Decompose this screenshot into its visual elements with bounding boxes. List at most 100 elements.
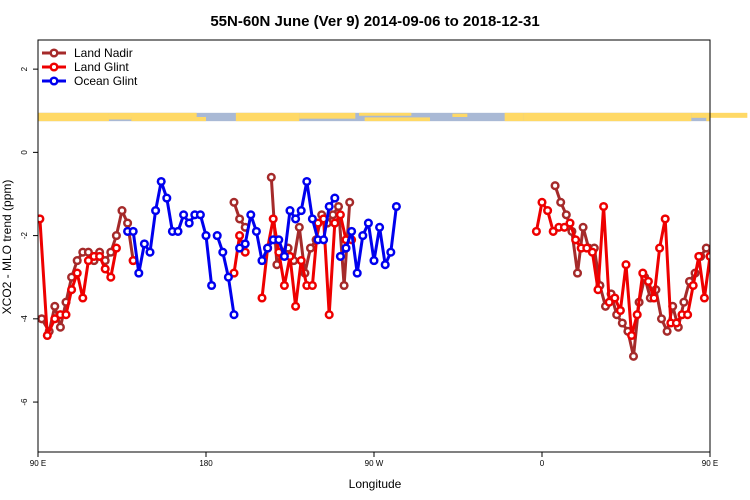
data-point [543,206,553,216]
data-point [83,256,93,266]
data-point [561,210,571,220]
data-point [718,274,725,281]
data-point [628,351,639,361]
series-layer [38,172,742,361]
data-point [78,293,88,303]
data-point [179,210,189,220]
data-point [72,256,82,266]
data-point [729,216,736,223]
data-point [266,172,276,182]
data-point [720,237,727,244]
data-point [341,243,351,253]
x-tick-label: 90 E [702,459,718,468]
x-axis: 90 E 180 90 W 0 90 E [30,452,718,468]
data-point [694,251,704,261]
data-point [724,220,731,227]
data-point [537,197,547,207]
legend-marker [49,76,59,86]
data-point [375,222,385,232]
plot-area [38,40,710,452]
data-point [699,293,709,303]
data-point [268,214,278,224]
data-point [714,249,721,256]
data-point [38,214,45,224]
data-point [662,326,672,336]
data-point [111,243,121,253]
data-point [593,285,603,295]
legend-item: Ocean Glint [42,74,138,88]
data-point [347,226,357,236]
data-point [679,297,689,307]
data-point [302,176,312,187]
data-point [296,256,306,266]
data-point [291,214,301,224]
data-point [604,297,614,307]
y-axis: 2 0 -2 -4 -6 [20,66,38,406]
data-point [330,218,340,228]
data-point [184,218,194,228]
data-point [240,239,250,249]
ocean-band [38,112,710,122]
series-land-glint [38,197,742,341]
series-ocean-glint [123,176,401,320]
data-point [50,301,60,311]
data-point [671,318,681,328]
data-point [345,197,355,207]
data-point [207,280,217,291]
data-point [335,210,345,220]
data-point [712,253,719,260]
data-point [251,226,261,236]
data-point [617,318,627,328]
data-point [638,268,648,278]
data-point [701,243,710,253]
land-band-segment [504,112,524,122]
data-point [83,247,93,257]
data-point [67,285,77,295]
data-point [223,272,233,282]
data-point [117,206,127,216]
land-band-segment [235,112,300,122]
data-point [235,214,245,224]
data-point [257,293,267,303]
data-point [263,243,273,253]
data-point [279,280,289,291]
data-point [235,231,245,241]
data-point [246,210,256,220]
data-point [660,214,670,224]
data-point [106,272,116,282]
land-band-segment [359,112,412,116]
data-point [42,330,52,341]
data-point [559,222,569,232]
land-band-segment [706,116,710,122]
data-point [145,247,155,257]
data-point [632,310,642,320]
land-ocean-mask-band [38,112,748,122]
data-point [173,226,183,236]
land-band-segment [691,112,748,118]
data-point [38,314,47,324]
data-point [627,330,637,341]
data-point [725,207,732,214]
data-point [380,260,390,270]
data-point [307,214,317,224]
data-point [201,231,211,241]
data-point [128,226,138,236]
land-band-segment [364,117,430,122]
series-line [215,235,236,315]
legend-marker [49,48,59,58]
data-point [257,256,267,266]
y-tick-label: 0 [20,150,29,155]
data-point [72,268,82,278]
data-point [369,256,379,266]
data-point [123,218,133,228]
data-point [735,261,742,268]
data-point [319,235,329,245]
data-point [218,247,228,257]
land-band-segment [108,112,197,118]
land-band-segment [56,114,132,120]
data-point [599,201,609,212]
x-tick-label: 90 E [30,459,46,468]
data-point [100,264,110,274]
data-point [134,268,144,278]
data-point [352,268,362,278]
